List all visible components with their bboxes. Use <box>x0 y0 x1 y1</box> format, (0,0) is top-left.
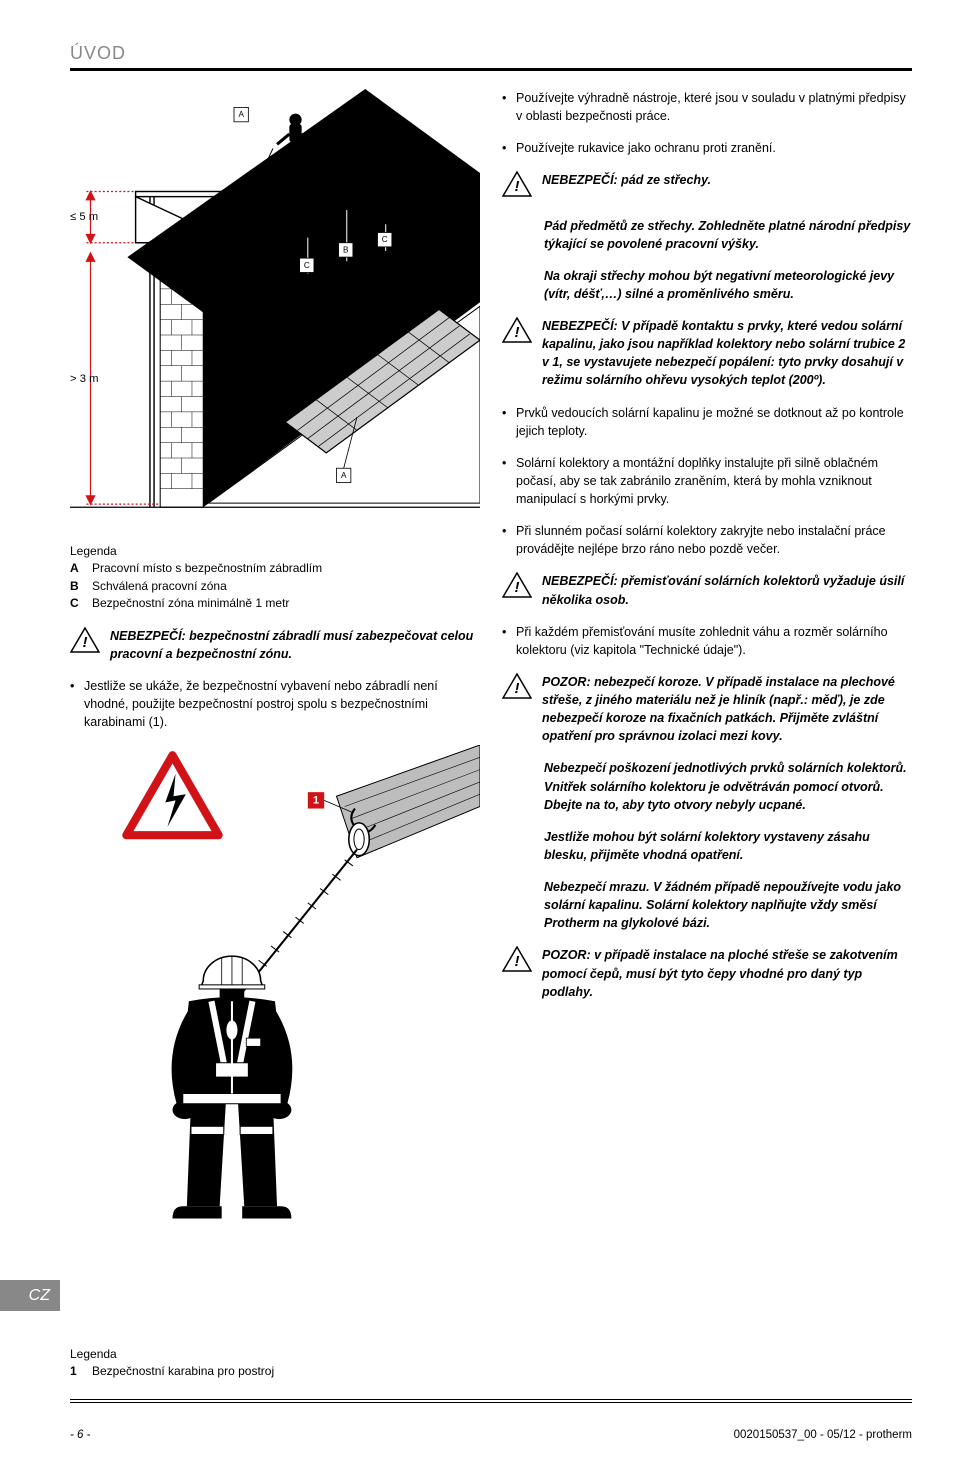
svg-text:!: ! <box>515 324 520 341</box>
svg-text:C: C <box>304 261 310 270</box>
caution-corrosion: ! POZOR: nebezpečí koroze. V případě ins… <box>502 673 912 746</box>
svg-text:A: A <box>341 471 347 480</box>
legend-1: Legenda APracovní místo s bezpečnostním … <box>70 543 480 613</box>
danger-fall-p3: Na okraji střechy mohou být negativní me… <box>544 267 912 303</box>
warning-icon: ! <box>502 673 532 704</box>
page-number: - 6 - <box>70 1427 90 1444</box>
footer-rule-2 <box>70 1402 912 1403</box>
warning-icon: ! <box>502 171 532 202</box>
caution-lightning: Jestliže mohou být solární kolektory vys… <box>544 828 912 864</box>
danger-zabradli: ! NEBEZPEČÍ: bezpečnostní zábradlí musí … <box>70 627 480 663</box>
dim-top-label: ≤ 5 m <box>70 211 98 223</box>
legend-2-title: Legenda <box>70 1346 480 1363</box>
bullet-install-cloudy: Solární kolektory a montážní doplňky ins… <box>502 454 912 508</box>
svg-text:A: A <box>238 110 244 119</box>
caution-frost: Nebezpečí mrazu. V žádném případě nepouž… <box>544 878 912 932</box>
svg-text:1: 1 <box>313 795 319 807</box>
legend-2: Legenda 1Bezpečnostní karabina pro postr… <box>70 1346 480 1381</box>
svg-text:!: ! <box>83 634 88 651</box>
bullet-cover-sunny: Při slunném počasí solární kolektory zak… <box>502 522 912 558</box>
warning-icon: ! <box>502 946 532 977</box>
warning-icon: ! <box>502 572 532 603</box>
bullet-touch-after-check: Prvků vedoucích solární kapalinu je možn… <box>502 404 912 440</box>
header-rule <box>70 68 912 71</box>
section-title: ÚVOD <box>70 40 912 66</box>
danger-moving: ! NEBEZPEČÍ: přemisťování solárních kole… <box>502 572 912 608</box>
bullet-weight: Při každém přemisťování musíte zohlednit… <box>502 623 912 659</box>
danger-fall-p2: Pád předmětů ze střechy. Zohledněte plat… <box>544 217 912 253</box>
bullet-gloves: Používejte rukavice jako ochranu proti z… <box>502 139 912 157</box>
language-tab: CZ <box>0 1280 60 1311</box>
svg-text:B: B <box>343 246 349 255</box>
angle-label: < 60° <box>208 253 232 264</box>
legend-1-title: Legenda <box>70 543 480 560</box>
danger-fall: ! NEBEZPEČÍ: pád ze střechy. <box>502 171 912 202</box>
caution-flat-roof: ! POZOR: v případě instalace na ploché s… <box>502 946 912 1000</box>
svg-text:!: ! <box>515 178 520 195</box>
harness-diagram: 1 <box>70 745 480 1232</box>
footer-rule-1 <box>70 1399 912 1400</box>
danger-burn: ! NEBEZPEČÍ: V případě kontaktu s prvky,… <box>502 317 912 390</box>
svg-text:!: ! <box>515 579 520 596</box>
svg-text:!: ! <box>515 680 520 697</box>
svg-text:!: ! <box>515 953 520 970</box>
warning-icon: ! <box>70 627 100 658</box>
roof-safety-diagram: < 60° ≤ 5 m <box>70 89 480 535</box>
svg-text:C: C <box>382 235 388 244</box>
caution-damage: Nebezpečí poškození jednotlivých prvků s… <box>544 759 912 813</box>
dim-bottom-label: > 3 m <box>70 373 99 385</box>
bullet-safety-harness: Jestliže se ukáže, že bezpečnostní vybav… <box>70 677 480 731</box>
warning-icon: ! <box>502 317 532 348</box>
bullet-tools: Používejte výhradně nástroje, které jsou… <box>502 89 912 125</box>
doc-id: 0020150537_00 - 05/12 - protherm <box>734 1427 912 1444</box>
